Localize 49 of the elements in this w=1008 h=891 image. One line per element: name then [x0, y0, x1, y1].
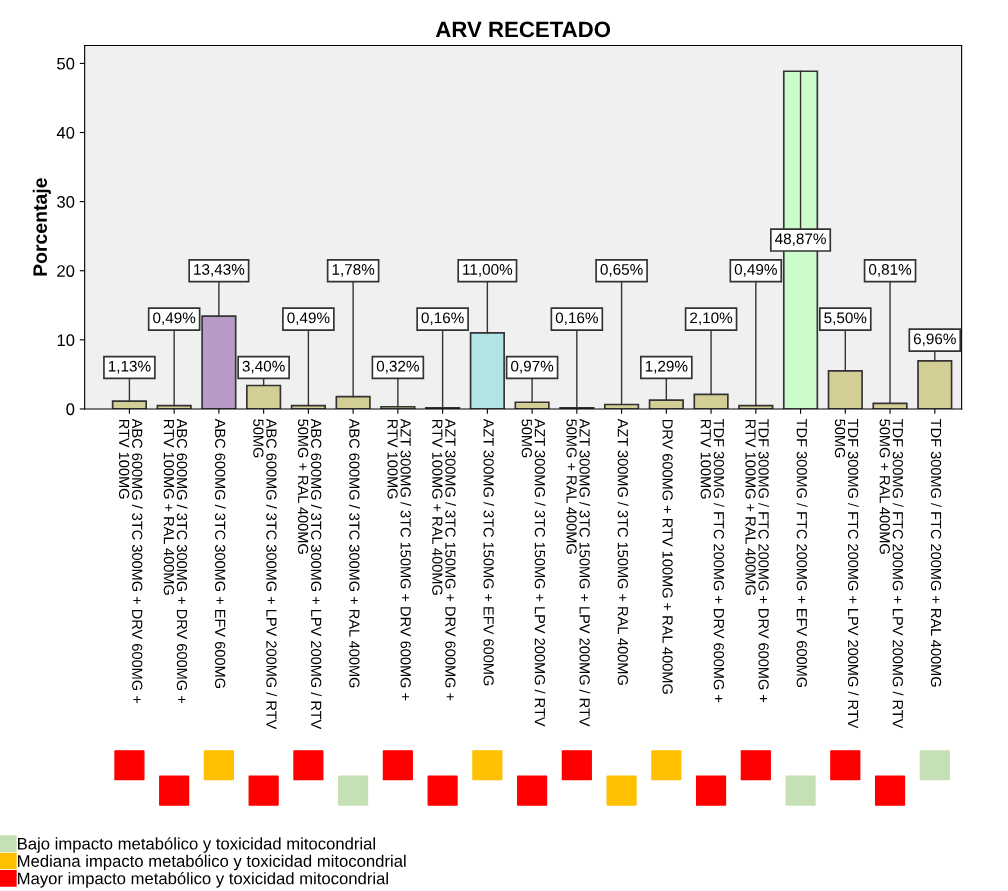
data-label: 3,40%: [242, 360, 285, 374]
x-tick-label: ABC 600MG / 3TC 300MG + DRV 600MG + RTV 100MG + RAL 400MG: [163, 418, 188, 704]
data-label: 0,49%: [153, 312, 196, 326]
legend-label: Bajo impacto metabólico y toxicidad mitocondrial: [18, 837, 375, 853]
x-tick-label: TDF 300MG / FTC 200MG + LPV 200MG / RTV 50MG + RAL 400MG: [879, 419, 904, 729]
x-tick-label: TDF 300MG / FTC 200MG + DRV 600MG + RTV 100MG + RAL 400MG: [745, 419, 770, 703]
data-label: 48,87%: [775, 233, 826, 246]
x-tick-label: TDF 300MG / FTC 200MG + LPV 200MG / RTV 50MG: [834, 419, 859, 729]
y-tick-label: 50: [57, 57, 75, 70]
data-label: 1,13%: [108, 360, 151, 374]
data-label: 5,50%: [824, 312, 867, 326]
x-tick-label: AZT 300MG / 3TC 150MG + LPV 200MG / RTV 50MG: [521, 418, 546, 727]
chart-title: ARV RECETADO: [435, 21, 611, 38]
y-axis-title: Porcentaje: [32, 178, 51, 276]
x-tick-label: AZT 300MG / 3TC 150MG + EFV 600MG: [483, 418, 495, 686]
y-tick-label: 20: [57, 265, 75, 277]
data-label: 13,43%: [194, 264, 245, 277]
data-label: 0,49%: [287, 312, 330, 326]
data-label: 0,97%: [511, 360, 554, 374]
data-label: 11,00%: [463, 264, 513, 277]
data-label: 0,49%: [734, 264, 777, 277]
y-tick-label: 0: [66, 403, 75, 416]
x-tick-label: ABC 600MG / 3TC 300MG + LPV 200MG / RTV 50MG: [253, 418, 277, 730]
x-tick-label: AZT 300MG / 3TC 150MG + RAL 400MG: [617, 418, 629, 685]
x-tick-label: ABC 600MG / 3TC 300MG + RAL 400MG: [349, 418, 360, 688]
data-label: 0,81%: [868, 264, 912, 277]
data-label: 6,96%: [913, 333, 956, 347]
data-label: 1,29%: [645, 360, 688, 374]
data-label: 1,78%: [332, 264, 375, 277]
x-tick-label: ABC 600MG / 3TC 300MG + EFV 600MG: [214, 418, 226, 688]
legend-label: Mayor impacto metabólico y toxicidad mitocondrial: [18, 871, 388, 888]
data-label: 0,32%: [376, 360, 419, 374]
x-tick-label: TDF 300MG / FTC 200MG + EFV 600MG: [796, 419, 808, 688]
data-label: 2,10%: [690, 312, 733, 326]
x-tick-label: DRV 600MG + RTV 100MG + RAL 400MG: [662, 419, 673, 694]
legend-label: Mediana impacto metabólico y toxicidad mitocondrial: [18, 854, 406, 871]
data-label: 0,65%: [600, 264, 643, 277]
data-label: 0,16%: [555, 312, 598, 326]
y-tick-label: 30: [57, 196, 75, 208]
y-tick-label: 10: [57, 334, 75, 347]
x-tick-label: TDF 300MG / FTC 200MG + DRV 600MG + RTV 100MG: [700, 419, 725, 703]
x-tick-label: ABC 600MG / 3TC 300MG + DRV 600MG + RTV 100MG: [118, 418, 143, 704]
x-tick-label: TDF 300MG / FTC 200MG + RAL 400MG: [930, 419, 942, 687]
x-tick-label: AZT 300MG / 3TC 150MG + DRV 600MG + RTV 100MG: [387, 418, 412, 701]
x-tick-label: ABC 600MG / 3TC 300MG + LPV 200MG / RTV 50MG + RAL 400MG: [297, 418, 322, 730]
y-tick-label: 40: [56, 126, 75, 139]
data-label: 0,16%: [421, 312, 464, 326]
x-tick-label: AZT 300MG / 3TC 150MG + LPV 200MG / RTV 50MG + RAL 400MG: [566, 418, 591, 727]
x-tick-label: AZT 300MG / 3TC 150MG + DRV 600MG + RTV 100MG + RAL 400MG: [432, 418, 456, 701]
